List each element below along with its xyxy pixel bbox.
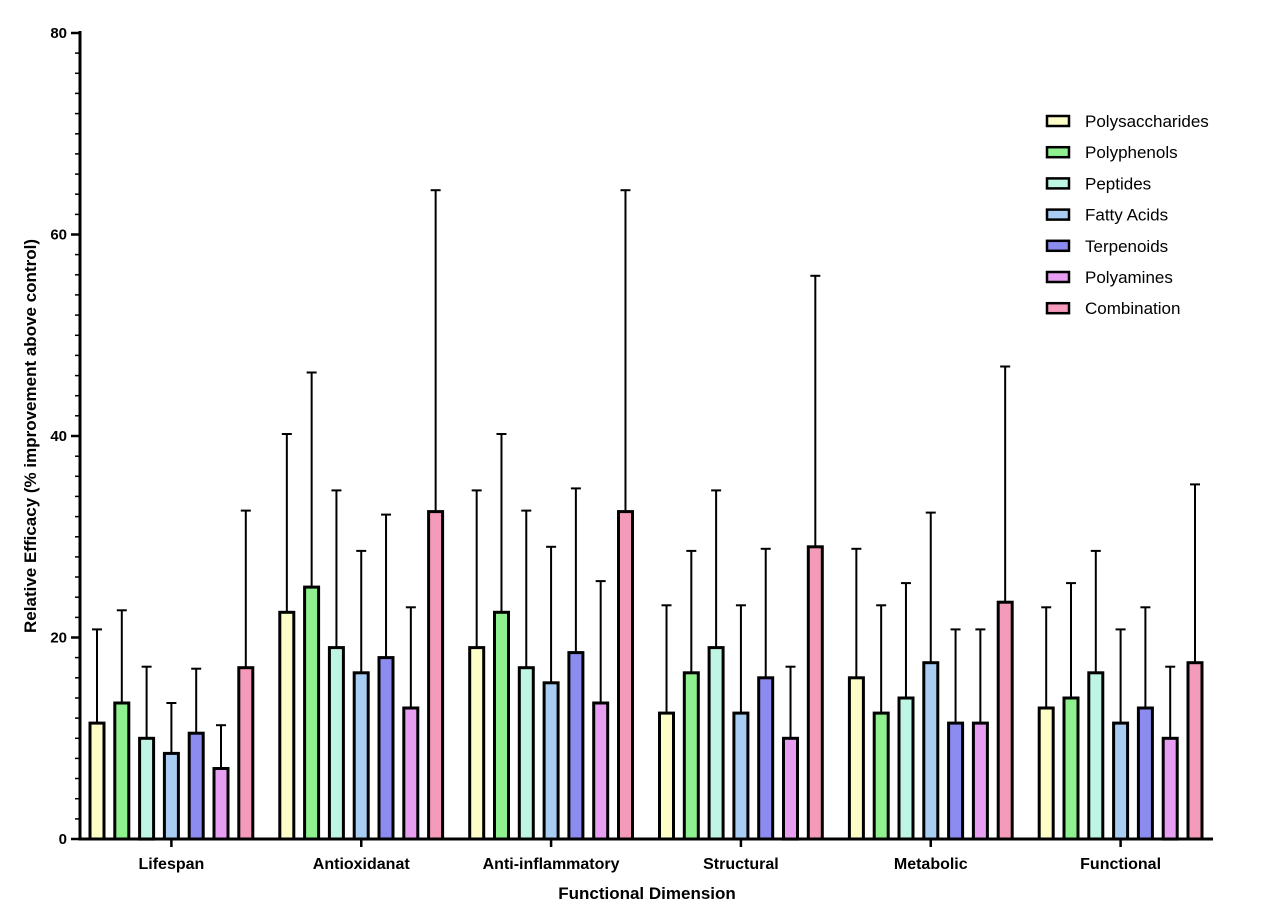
bar: [138, 736, 156, 841]
bar: [493, 610, 510, 841]
bar: [1087, 671, 1105, 841]
y-tick-label: 60: [50, 227, 67, 244]
bar: [1062, 696, 1080, 841]
legend: Polysaccharides Polyphenols Peptides Fatty …: [1045, 112, 1209, 318]
legend-label: Terpenoids: [1085, 237, 1168, 256]
bar: [402, 706, 420, 841]
bar: [377, 656, 395, 841]
y-axis-title: Relative Efficacy (% improvement above c…: [21, 239, 40, 633]
bar: [658, 711, 675, 841]
bar: [847, 676, 865, 841]
bar: [1136, 706, 1154, 841]
bar: [88, 721, 106, 841]
bar: [872, 711, 890, 841]
x-axis-title: Functional Dimension: [558, 884, 736, 903]
bar: [303, 585, 321, 841]
bar: [996, 600, 1014, 841]
y-tick-label: 0: [59, 831, 67, 848]
bar: [468, 646, 486, 841]
bar: [113, 701, 131, 841]
legend-swatch: [1045, 239, 1071, 253]
bar: [352, 671, 370, 841]
axes-layer: Lifespan Antioxidanat Anti-inflammatory Str…: [50, 25, 1213, 873]
legend-swatch: [1045, 145, 1071, 159]
legend-swatch: [1045, 270, 1071, 284]
bar: [732, 711, 750, 841]
bar: [567, 651, 585, 841]
bar: [1161, 736, 1179, 841]
error-bars-layer: [92, 189, 1200, 769]
bar: [542, 681, 560, 841]
bar: [592, 701, 610, 841]
bar: [517, 666, 535, 841]
bar: [971, 721, 989, 841]
bar: [327, 646, 345, 841]
bar: [806, 545, 824, 841]
bar: [278, 610, 296, 841]
legend-swatch: [1045, 177, 1071, 190]
legend-label: Combination: [1085, 299, 1180, 318]
bar: [1037, 706, 1055, 841]
bar: [187, 731, 205, 841]
bar: [707, 646, 725, 841]
x-tick-label: Antioxidanat: [313, 856, 411, 873]
bar: [212, 767, 230, 841]
bar: [757, 676, 775, 841]
legend-label: Fatty Acids: [1085, 206, 1168, 225]
legend-label: Polyamines: [1085, 268, 1173, 287]
bar: [162, 751, 180, 841]
x-tick-label: Anti-inflammatory: [483, 856, 620, 873]
legend-label: Polysaccharides: [1085, 112, 1209, 131]
legend-swatch: [1045, 114, 1071, 128]
x-tick-label: Metabolic: [894, 856, 968, 873]
bar: [1112, 721, 1130, 841]
bar: [947, 721, 965, 841]
bar: [1186, 661, 1204, 841]
bar: [427, 510, 445, 841]
legend-label: Polyphenols: [1085, 143, 1178, 162]
legend-swatch: [1045, 208, 1071, 221]
y-tick-label: 40: [50, 428, 67, 445]
x-tick-label: Structural: [703, 856, 779, 873]
bar: [682, 671, 700, 841]
legend-label: Peptides: [1085, 174, 1151, 193]
bar: [782, 736, 799, 841]
bars-layer: [88, 510, 1204, 841]
bar: [897, 696, 915, 841]
y-tick-label: 80: [50, 25, 67, 42]
y-tick-label: 20: [50, 630, 67, 647]
bar: [617, 510, 634, 841]
x-tick-label: Functional: [1080, 856, 1161, 873]
legend-swatch: [1045, 301, 1071, 315]
bar: [237, 666, 255, 841]
bar: [922, 661, 940, 841]
x-tick-label: Lifespan: [139, 856, 205, 873]
